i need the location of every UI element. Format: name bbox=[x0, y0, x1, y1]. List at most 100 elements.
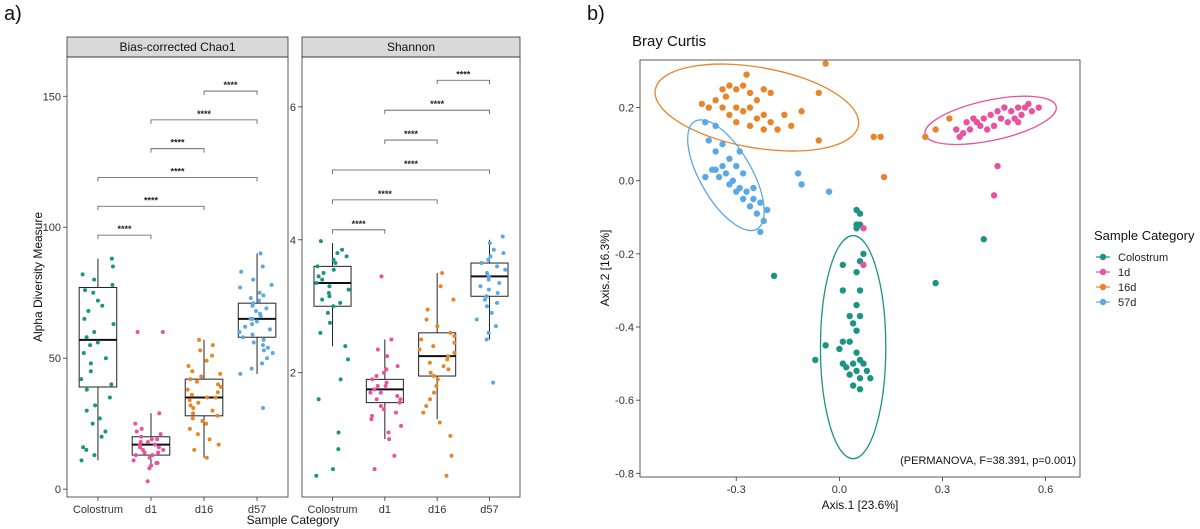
scatter-point bbox=[726, 82, 733, 89]
x-axis-title: Axis.1 [23.6%] bbox=[822, 498, 899, 512]
scatter-point bbox=[860, 225, 867, 232]
data-point bbox=[375, 347, 380, 352]
data-point bbox=[131, 458, 136, 463]
scatter-point bbox=[739, 170, 747, 177]
scatter-point bbox=[1004, 118, 1012, 126]
y-axis-title: Axis.2 [16.3%] bbox=[598, 230, 612, 307]
data-point bbox=[91, 290, 96, 295]
scatter-point bbox=[1025, 100, 1032, 108]
facet-title: Shannon bbox=[387, 40, 435, 54]
scatter-point bbox=[736, 148, 743, 155]
scatter-point bbox=[977, 122, 984, 130]
scatter-point bbox=[719, 162, 726, 170]
data-point bbox=[485, 271, 490, 276]
scatter-point bbox=[990, 122, 998, 130]
scatter-point bbox=[856, 386, 864, 393]
data-point bbox=[185, 387, 190, 392]
data-point bbox=[160, 330, 165, 334]
data-point bbox=[189, 392, 194, 397]
scatter-point bbox=[956, 133, 963, 141]
data-point bbox=[207, 437, 212, 442]
scatter-point bbox=[839, 338, 847, 345]
data-point bbox=[110, 282, 115, 287]
data-point bbox=[425, 307, 430, 312]
data-point bbox=[437, 420, 442, 425]
scatter-point bbox=[853, 327, 860, 334]
data-point bbox=[327, 294, 332, 299]
data-point bbox=[216, 382, 221, 387]
scatter-point bbox=[770, 272, 778, 280]
y-axis-title: Alpha Diversity Measure bbox=[31, 212, 45, 342]
chart-title: Bray Curtis bbox=[632, 33, 706, 50]
data-point bbox=[92, 330, 97, 334]
data-point bbox=[384, 380, 389, 385]
significance-label: **** bbox=[404, 159, 419, 169]
y-tick-label: 100 bbox=[43, 222, 61, 234]
data-point bbox=[139, 426, 144, 431]
scatter-point bbox=[853, 367, 860, 375]
scatter-point bbox=[746, 203, 754, 210]
box-iqr bbox=[237, 302, 277, 338]
scatter-point bbox=[980, 115, 987, 122]
data-point bbox=[326, 290, 331, 295]
data-point bbox=[501, 251, 506, 256]
scatter-point bbox=[750, 184, 757, 192]
data-point bbox=[503, 267, 508, 272]
scatter-point bbox=[853, 225, 860, 232]
scatter-point bbox=[746, 122, 754, 130]
data-point bbox=[210, 343, 215, 348]
data-point bbox=[265, 356, 270, 361]
y-tick-label: -0.2 bbox=[615, 249, 634, 261]
scatter-point bbox=[712, 122, 719, 130]
x-tick-label: Colostrum bbox=[73, 504, 123, 516]
bray-curtis-panel: Bray Curtis -0.3 0.0 0.3 0.6 -0.8 -0.6 -0.4 -0.2… bbox=[598, 33, 1195, 512]
data-point bbox=[243, 324, 248, 329]
legend-key-dot bbox=[1099, 253, 1107, 261]
scatter-point bbox=[1001, 104, 1008, 111]
scatter-point bbox=[698, 100, 706, 108]
data-point bbox=[335, 251, 340, 256]
data-point bbox=[320, 277, 325, 282]
legend-key-dot bbox=[1099, 298, 1107, 306]
scatter-point bbox=[870, 133, 877, 141]
scatter-point bbox=[983, 126, 991, 133]
significance-bracket bbox=[384, 109, 490, 115]
scatter-point bbox=[966, 126, 974, 133]
data-point bbox=[435, 377, 440, 382]
alpha-diversity-panel: Bias-corrected Chao1 0 50 100 150 Colostrum d1… bbox=[31, 36, 521, 527]
data-point bbox=[474, 317, 479, 322]
data-point bbox=[191, 411, 196, 416]
y-tick-label: 6 bbox=[290, 102, 296, 114]
data-point bbox=[204, 455, 209, 460]
data-point bbox=[265, 345, 270, 350]
data-point bbox=[251, 340, 256, 345]
data-point bbox=[372, 387, 377, 392]
significance-bracket bbox=[332, 169, 490, 174]
significance-label: **** bbox=[404, 129, 419, 139]
scatter-point bbox=[843, 364, 850, 371]
data-point bbox=[95, 340, 100, 345]
x-axis-title: Sample Category bbox=[247, 513, 340, 527]
data-point bbox=[145, 440, 150, 444]
scatter-point bbox=[836, 345, 843, 353]
data-point bbox=[398, 397, 403, 402]
scatter-point bbox=[753, 210, 761, 217]
panel-label-a: a) bbox=[4, 3, 22, 25]
data-point bbox=[138, 445, 143, 450]
data-point bbox=[336, 447, 341, 452]
data-point bbox=[156, 445, 161, 450]
plot-panel-border bbox=[66, 56, 289, 498]
scatter-point bbox=[702, 173, 709, 181]
data-point bbox=[218, 385, 223, 389]
data-point bbox=[155, 460, 160, 465]
scatter-point bbox=[760, 86, 767, 93]
scatter-point bbox=[860, 261, 867, 269]
data-point bbox=[370, 377, 375, 382]
scatter-point bbox=[980, 236, 987, 243]
data-point bbox=[147, 455, 152, 460]
data-point bbox=[84, 447, 89, 452]
data-point bbox=[258, 314, 263, 319]
data-point bbox=[370, 413, 375, 418]
scatter-point bbox=[757, 228, 764, 236]
